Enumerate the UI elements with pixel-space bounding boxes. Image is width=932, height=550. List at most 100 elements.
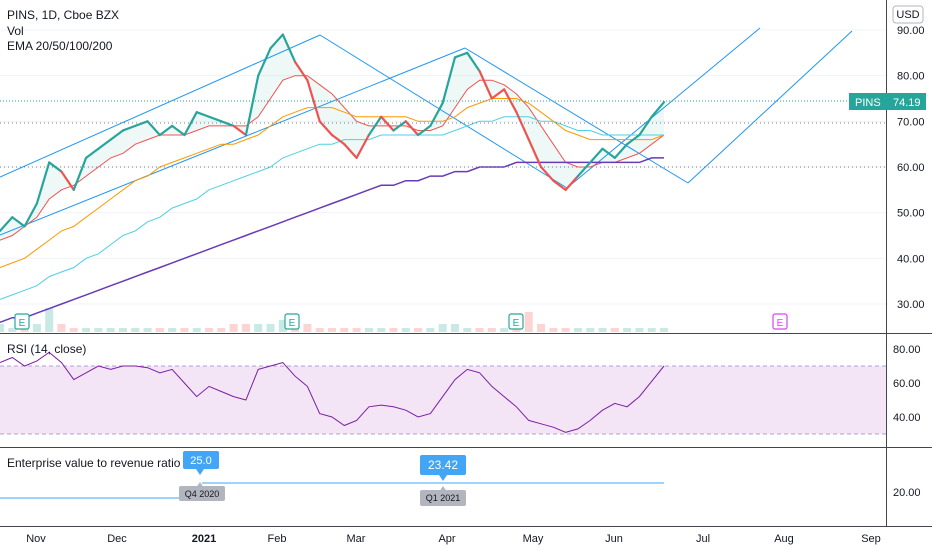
price-tick-label: 50.00 [897, 208, 925, 220]
price-segment [613, 143, 629, 159]
time-axis[interactable]: Nov Dec 2021 Feb Mar Apr May Jun Jul Aug Sep [0, 526, 932, 546]
price-pane[interactable]: E E E E PINS, 1D, Cboe BZX Vol EMA 20/50/10… [0, 8, 886, 332]
time-axis-label: Sep [861, 533, 881, 545]
projection-line-1[interactable] [566, 27, 761, 189]
projection-line-2[interactable] [687, 30, 853, 184]
volume-bar [254, 324, 263, 332]
earnings-marker[interactable]: E [284, 313, 300, 330]
price-segment [453, 51, 469, 59]
time-axis-label: Nov [26, 533, 46, 545]
ev-badge-q4[interactable]: 25.0 Q1 2021 Q4 2020 [179, 451, 225, 501]
ev-badge-q1[interactable]: 23.42 Q1 2021 [420, 455, 466, 506]
volume-bar [598, 328, 607, 332]
volume-bar [537, 324, 546, 332]
volume-bar [647, 328, 656, 332]
price-segment [539, 165, 555, 182]
rsi-label: RSI (14, close) [7, 342, 86, 356]
rsi-line [0, 351, 665, 433]
price-tick-label: 60.00 [897, 162, 925, 174]
price-segment [330, 133, 346, 146]
rsi-band-fill [0, 366, 886, 434]
price-segment [343, 143, 358, 159]
price-tick-label: 80.00 [897, 71, 925, 83]
earnings-marker-label: E [289, 318, 296, 329]
trendline-drawings[interactable] [0, 27, 853, 236]
ema-line-ema100 [0, 116, 664, 300]
price-segment [60, 170, 75, 191]
volume-bar [168, 328, 177, 332]
rsi-pane[interactable]: RSI (14, close) [0, 342, 886, 435]
price-segment [269, 33, 284, 50]
volume-bar [32, 324, 41, 332]
volume-bars [0, 308, 668, 332]
price-segment [564, 175, 580, 191]
price-segment [552, 179, 567, 191]
price-segment [478, 69, 493, 100]
price-segment [626, 133, 641, 146]
price-segment [441, 56, 457, 105]
volume-bar [94, 328, 103, 332]
volume-bar [57, 324, 66, 332]
earnings-marker[interactable]: E [772, 313, 788, 330]
last-price-value: 74.19 [893, 97, 921, 109]
ev-ratio-pane[interactable]: Enterprise value to revenue ratio FQ 25.… [0, 451, 664, 506]
time-axis-label: Jul [696, 533, 710, 545]
volume-bar [8, 328, 17, 332]
time-axis-label: Feb [268, 533, 287, 545]
time-axis-label: 2021 [192, 533, 216, 545]
ev-badge-q4-period-label: Q4 2020 [185, 489, 220, 499]
price-segment [527, 138, 543, 169]
volume-bar [377, 328, 386, 332]
ev-label: Enterprise value to revenue ratio FQ [7, 456, 200, 470]
price-segment [490, 88, 506, 100]
channel-down-line-2[interactable] [464, 47, 689, 184]
price-segment [244, 74, 260, 137]
price-segment [367, 115, 383, 137]
price-segment [515, 111, 530, 141]
price-segment [158, 124, 174, 137]
price-segment [195, 111, 211, 118]
ema-label: EMA 20/50/100/200 [7, 39, 113, 53]
volume-bar [623, 328, 632, 332]
volume-label: Vol [7, 24, 24, 38]
earnings-marker[interactable]: E [508, 313, 524, 330]
ema-lines [0, 75, 665, 324]
last-price-symbol: PINS [855, 97, 881, 109]
ema-line-ema200 [0, 157, 664, 324]
volume-bar [69, 328, 78, 332]
price-segment [281, 33, 297, 64]
currency-badge[interactable]: USD [892, 5, 924, 24]
price-segment [171, 124, 186, 137]
price-segment [306, 79, 321, 123]
volume-bar [586, 328, 595, 332]
earnings-marker[interactable]: E [14, 313, 30, 330]
volume-bar [205, 328, 214, 332]
volume-bar [315, 328, 324, 332]
price-segment [146, 120, 161, 137]
symbol-header: PINS, 1D, Cboe BZX [7, 8, 119, 22]
volume-bar [328, 328, 336, 332]
price-segment [392, 120, 407, 132]
volume-bar [278, 320, 287, 332]
ev-badge-q4-value: 25.0 [190, 455, 211, 467]
time-axis-label: Mar [347, 533, 366, 545]
price-segment [109, 129, 125, 141]
volume-bar [487, 328, 496, 332]
time-axis-label: May [523, 533, 544, 545]
volume-bar [426, 328, 435, 332]
volume-bar [660, 328, 668, 332]
earnings-marker-label: E [513, 318, 520, 329]
price-segment [11, 216, 26, 228]
price-segment [97, 138, 112, 150]
ev-scale-tick: 20.00 [893, 487, 921, 499]
ev-badge-q1-period: Q1 2021 [426, 493, 461, 503]
price-segment [48, 161, 63, 173]
volume-bar [131, 328, 140, 332]
time-axis-label: Aug [774, 533, 794, 545]
channel-lower-line[interactable] [0, 47, 466, 236]
volume-bar [524, 312, 533, 332]
volume-bar [450, 324, 459, 332]
